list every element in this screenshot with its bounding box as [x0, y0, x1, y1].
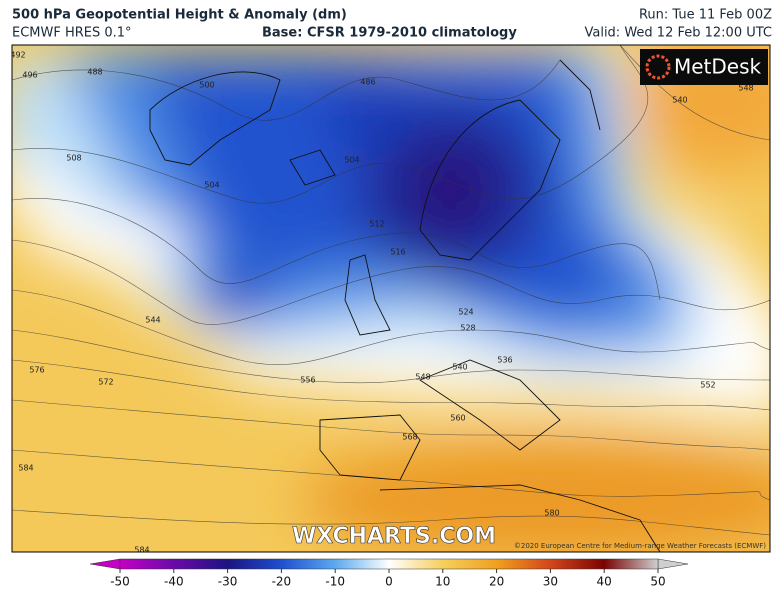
colorbar-left-arrow [89, 558, 121, 570]
contour-label: 508 [66, 154, 81, 163]
contour-label: 584 [134, 546, 149, 555]
contour-label: 548 [415, 373, 430, 382]
contour-label: 500 [199, 81, 214, 90]
contour-label: 560 [450, 414, 465, 423]
logo-box [640, 49, 768, 85]
colorbar-tick-label: 10 [435, 575, 450, 589]
contour-label: 584 [18, 464, 33, 473]
contour-label: 524 [458, 308, 473, 317]
contour-label: 540 [672, 96, 687, 105]
colorbar: -50 -40 -30 -20 -10 0 10 20 30 40 50 [89, 558, 689, 589]
logo-icon [645, 54, 671, 80]
contour-label: 516 [390, 248, 405, 257]
contour-label: 572 [98, 378, 113, 387]
colorbar-tick-label: -10 [325, 575, 345, 589]
colorbar-tick-label: -20 [272, 575, 292, 589]
colorbar-tick-label: -50 [110, 575, 130, 589]
contour-label: 504 [204, 181, 219, 190]
colorbar-tick-label: 20 [489, 575, 504, 589]
logo-text: MetDesk [674, 55, 762, 79]
contour-label: 552 [700, 381, 715, 390]
contour-label: 576 [29, 366, 44, 375]
colorbar-right-arrow [657, 558, 689, 570]
contour-label: 556 [300, 376, 315, 385]
colorbar-tick-label: 50 [650, 575, 665, 589]
contour-label: 544 [145, 316, 160, 325]
contour-label: 548 [738, 84, 753, 93]
contours [12, 45, 770, 536]
map: 492 496 488 500 486 508 504 504 512 516 544 524 528 5… [10, 45, 770, 555]
base-note: Base: CFSR 1979-2010 climatology [262, 26, 517, 41]
colorbar-tick-label: 40 [597, 575, 612, 589]
contour-label: 486 [360, 78, 375, 87]
map-frame [11, 44, 771, 553]
colorbar-bar [119, 558, 659, 570]
colorbar-tick-label: -30 [218, 575, 238, 589]
valid-time: Valid: Wed 12 Feb 12:00 UTC [584, 26, 772, 41]
contour-label: 492 [10, 51, 25, 60]
contour-labels: 492 496 488 500 486 508 504 504 512 516 544 524 528 5… [10, 51, 754, 555]
copyright: ©2020 European Centre for Medium-range W… [514, 542, 766, 550]
contour-label: 496 [22, 71, 37, 80]
subtitle: ECMWF HRES 0.1° [12, 26, 132, 41]
contour-label: 504 [344, 156, 359, 165]
contour-label: 540 [452, 363, 467, 372]
contour-label: 528 [460, 324, 475, 333]
contour-label: 580 [544, 509, 559, 518]
colorbar-tick-label: 30 [543, 575, 558, 589]
watermark: WXCHARTS.COM [292, 524, 496, 549]
contour-label: 512 [369, 220, 384, 229]
contour-label: 568 [402, 433, 417, 442]
run-time: Run: Tue 11 Feb 00Z [639, 8, 772, 23]
title: 500 hPa Geopotential Height & Anomaly (d… [12, 8, 347, 23]
colorbar-tick-label: -40 [164, 575, 184, 589]
contour-label: 488 [87, 68, 102, 77]
contour-label: 536 [497, 356, 512, 365]
coastlines [149, 59, 661, 552]
colorbar-tick-label: 0 [385, 575, 393, 589]
